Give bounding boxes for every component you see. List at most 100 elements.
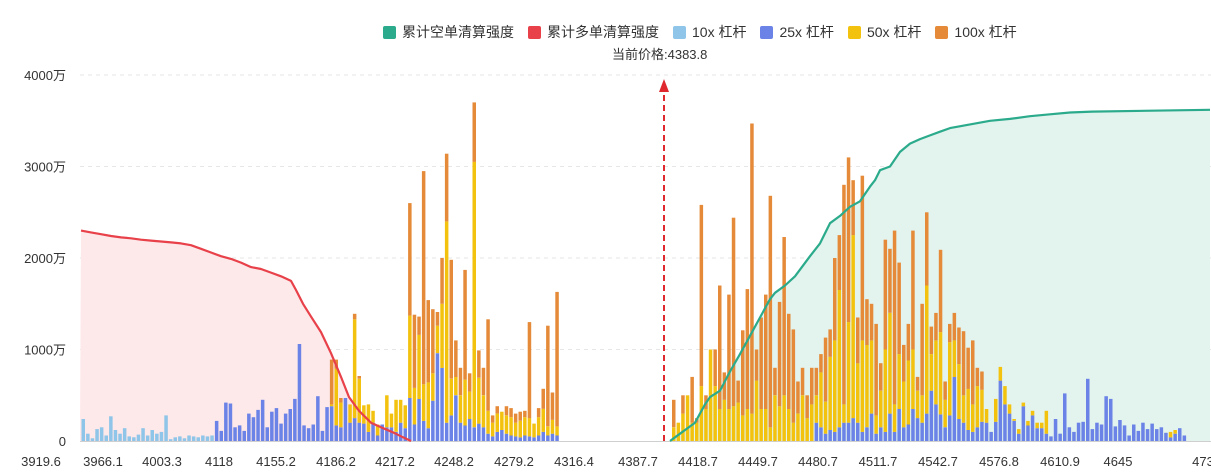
x-tick-label: 4645 (1104, 454, 1133, 469)
bar-25x (1145, 429, 1150, 441)
bar-100x (865, 299, 869, 345)
bar-25x (961, 422, 966, 441)
bar-25x (1122, 425, 1127, 441)
bar-25x (546, 435, 550, 441)
bars (81, 102, 1187, 442)
legend-item-10x[interactable]: 10x 杠杆 (673, 22, 746, 42)
bar-50x (957, 364, 961, 419)
x-tick-label: 4118 (205, 454, 233, 469)
long-cumulative-swatch (528, 25, 541, 39)
bar-25x (242, 430, 246, 441)
bar-25x (509, 435, 513, 441)
legend-label-50x: 50x 杠杆 (866, 24, 922, 40)
bar-50x (454, 376, 458, 396)
legend-item-short-cumulative[interactable]: 累计空单清算强度 (383, 22, 514, 42)
bar-50x (948, 342, 952, 416)
bar-25x (523, 435, 527, 441)
bar-50x (541, 409, 545, 432)
bar-25x (1164, 432, 1168, 441)
bar-25x (1109, 398, 1113, 441)
bar-25x (320, 430, 325, 441)
bar-100x (819, 354, 823, 373)
bar-25x (980, 421, 984, 441)
bar-50x (791, 422, 796, 441)
bar-25x (892, 431, 897, 441)
bar-50x (750, 413, 754, 441)
bar-25x (366, 431, 371, 441)
bar-50x (472, 161, 476, 428)
bar-50x (375, 424, 380, 436)
bar-100x (957, 327, 961, 365)
bar-25x (998, 380, 1003, 441)
bar-50x (764, 409, 768, 441)
bar-25x (1168, 437, 1173, 441)
bar-25x (490, 436, 495, 441)
bar-25x (270, 411, 274, 441)
bar-25x (472, 427, 476, 441)
bar-25x (403, 428, 407, 441)
bar-50x (713, 386, 717, 441)
bar-25x (1040, 428, 1044, 441)
bar-50x (920, 395, 924, 423)
lev25-swatch (760, 25, 774, 39)
bar-50x (727, 409, 731, 441)
bar-25x (288, 409, 292, 441)
bar-25x (925, 413, 929, 441)
bar-25x (293, 398, 297, 441)
bar-50x (943, 399, 947, 428)
bar-50x (819, 372, 823, 428)
bar-100x (860, 175, 865, 341)
legend-item-50x[interactable]: 50x 杠杆 (847, 22, 922, 42)
bar-50x (1021, 402, 1026, 407)
bar-50x (444, 221, 449, 423)
bar-50x (741, 415, 745, 441)
bar-100x (727, 294, 731, 409)
bar-25x (1035, 428, 1039, 441)
x-tick-label: 4279.2 (494, 454, 534, 469)
bar-100x (454, 340, 458, 377)
legend-item-100x[interactable]: 100x 杠杆 (935, 22, 1017, 42)
bar-25x (1150, 423, 1154, 441)
bar-25x (431, 400, 435, 441)
bar-50x (718, 409, 722, 441)
y-tick-label: 4000万 (24, 68, 66, 83)
bar-25x (948, 415, 952, 441)
bar-25x (952, 376, 957, 441)
bar-10x (109, 416, 113, 441)
bar-25x (265, 427, 269, 441)
bar-50x (805, 418, 809, 441)
bar-25x (279, 423, 283, 441)
x-tick-label: 4186.2 (316, 454, 356, 469)
bar-25x (842, 422, 846, 441)
bar-100x (966, 347, 970, 389)
bar-25x (819, 427, 823, 441)
legend-item-long-cumulative[interactable]: 累计多单清算强度 (528, 22, 659, 42)
bar-50x (828, 356, 832, 430)
bar-25x (444, 422, 449, 441)
bar-10x (196, 437, 200, 441)
bar-25x (1053, 419, 1058, 441)
lev50-swatch (847, 25, 861, 39)
bar-50x (481, 395, 486, 428)
bar-50x (695, 422, 699, 441)
legend-item-25x[interactable]: 25x 杠杆 (760, 22, 834, 42)
bar-50x (329, 404, 334, 407)
bar-50x (731, 406, 736, 441)
bar-25x (1136, 430, 1141, 441)
bar-25x (1003, 404, 1007, 441)
bar-25x (957, 419, 961, 441)
x-tick-label: 4610.9 (1040, 454, 1080, 469)
bar-100x (800, 367, 805, 396)
bar-10x (141, 428, 145, 441)
bar-50x (883, 349, 888, 432)
bar-25x (1049, 436, 1053, 441)
bar-100x (823, 337, 828, 402)
legend-label-long-cumulative: 累计多单清算强度 (547, 24, 659, 40)
bar-25x (481, 427, 486, 441)
bar-50x (403, 405, 407, 429)
bar-10x (99, 427, 104, 441)
x-tick-label: 4542.7 (918, 454, 958, 469)
current-price-label: 当前价格:4383.8 (612, 47, 708, 62)
bar-25x (1099, 424, 1104, 441)
